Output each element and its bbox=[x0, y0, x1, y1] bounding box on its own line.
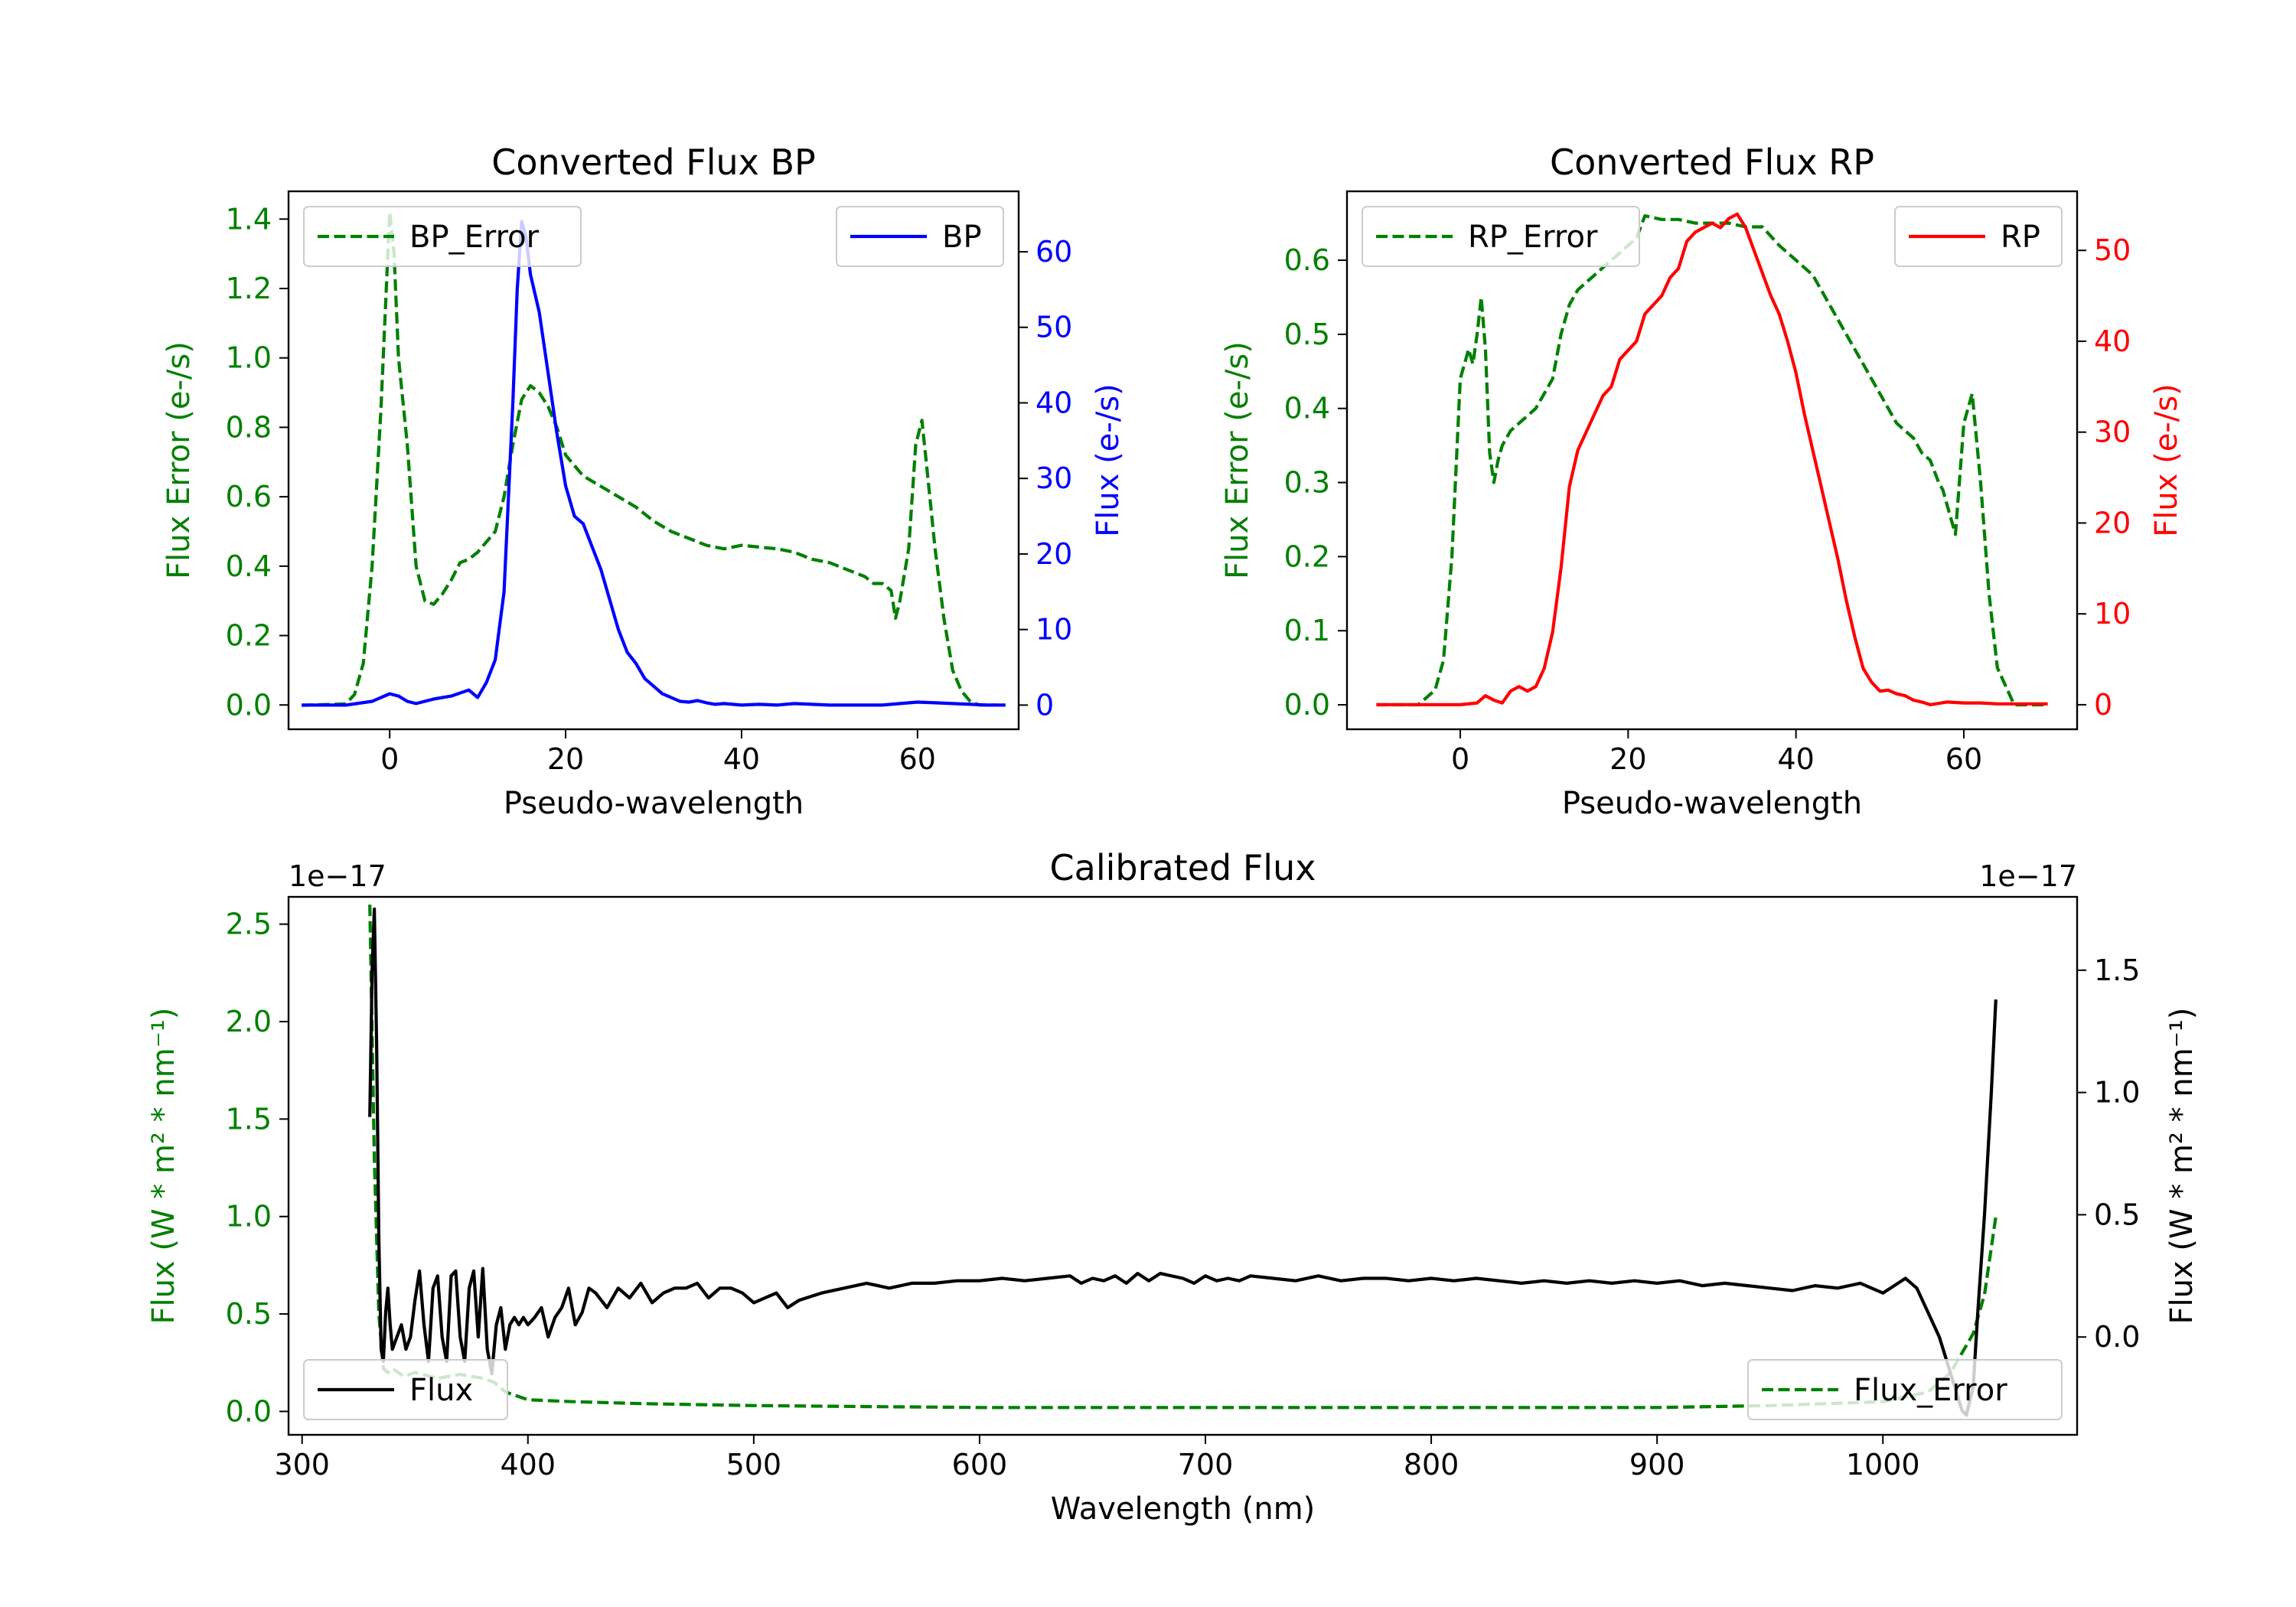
legend-box bbox=[1362, 206, 1640, 267]
y-left-tick-label: 0.0 bbox=[226, 1394, 272, 1428]
x-tick-label: 60 bbox=[1945, 742, 1982, 776]
legend-box bbox=[303, 206, 582, 267]
x-tick-label: 800 bbox=[1404, 1448, 1459, 1482]
legend-flux-error: Flux_Error bbox=[1747, 1359, 2063, 1420]
axes-frame bbox=[287, 895, 2079, 1436]
x-tick-label: 60 bbox=[899, 742, 936, 776]
y-left-offset: 1e−17 bbox=[289, 859, 386, 893]
y-right-tick-label: 40 bbox=[2094, 324, 2131, 358]
x-tick-label: 0 bbox=[1451, 742, 1469, 776]
y-left-tick-label: 1.2 bbox=[226, 272, 272, 305]
y-right-axis-label: Flux (W * m² * nm⁻¹) bbox=[2164, 1008, 2200, 1325]
x-tick-label: 1000 bbox=[1846, 1448, 1920, 1482]
legend-label: BP_Error bbox=[409, 220, 540, 255]
chart-bp: 0 20 40 60 0.0 0.2 0.4 0.6 0.8 1.0 1.2 1.4 0 10 20 30 40… bbox=[161, 142, 1126, 821]
legend-label: RP_Error bbox=[1468, 220, 1598, 255]
y-right-tick-label: 1.5 bbox=[2094, 953, 2140, 987]
series-line-flux-error bbox=[368, 905, 1998, 1410]
y-left-axis-label: Flux (W * m² * nm⁻¹) bbox=[146, 1008, 181, 1325]
legend-label: Flux bbox=[409, 1373, 473, 1408]
legend-rp: RP bbox=[1894, 206, 2063, 267]
x-tick-label: 700 bbox=[1178, 1448, 1234, 1482]
y-left-tick-label: 0.2 bbox=[226, 619, 272, 653]
y-right-axis-label: Flux (e-/s) bbox=[1091, 383, 1126, 536]
y-right-tick-label: 10 bbox=[1035, 613, 1072, 647]
y-right-tick-label: 20 bbox=[1035, 537, 1072, 571]
y-left-tick-label: 0.6 bbox=[1284, 243, 1330, 277]
y-left-tick-label: 2.5 bbox=[226, 908, 272, 941]
x-tick-label: 40 bbox=[723, 742, 760, 776]
x-tick-label: 20 bbox=[1609, 742, 1646, 776]
y-right-tick-label: 0.0 bbox=[2094, 1320, 2140, 1354]
legend-label: Flux_Error bbox=[1854, 1373, 2007, 1408]
x-axis-label: Pseudo-wavelength bbox=[1562, 786, 1862, 821]
series-line-flux bbox=[368, 907, 1998, 1417]
y-right-tick-label: 1.0 bbox=[2094, 1076, 2140, 1110]
y-left-tick-label: 0.1 bbox=[1284, 614, 1330, 647]
legend-label: RP bbox=[2001, 220, 2040, 255]
x-tick-label: 400 bbox=[501, 1448, 556, 1482]
x-axis-label: Wavelength (nm) bbox=[1051, 1491, 1316, 1527]
y-left-tick-label: 2.0 bbox=[226, 1005, 272, 1038]
x-tick-label: 0 bbox=[380, 742, 399, 776]
y-left-tick-label: 0.3 bbox=[1284, 466, 1330, 500]
x-tick-label: 300 bbox=[274, 1448, 330, 1482]
y-left-tick-label: 1.4 bbox=[226, 202, 272, 236]
legend-label: BP bbox=[942, 220, 982, 255]
series-line-rp bbox=[1376, 212, 2048, 706]
y-left-axis-label: Flux Error (e-/s) bbox=[1220, 341, 1255, 579]
axes-frame bbox=[1345, 190, 2079, 731]
x-tick-label: 600 bbox=[952, 1448, 1008, 1482]
y-left-axis-label: Flux Error (e-/s) bbox=[161, 341, 197, 579]
legend-flux: Flux bbox=[303, 1359, 508, 1420]
y-left-tick-label: 1.0 bbox=[226, 1200, 272, 1234]
chart-title: Calibrated Flux bbox=[1050, 847, 1316, 888]
chart-rp: 0 20 40 60 0.0 0.1 0.2 0.3 0.4 0.5 0.6 0 10 20 30 40 50 C… bbox=[1220, 142, 2184, 821]
y-left-tick-label: 0.6 bbox=[226, 480, 272, 513]
y-left-tick-label: 0.0 bbox=[1284, 688, 1330, 722]
y-right-tick-label: 60 bbox=[1035, 235, 1072, 269]
chart-title: Converted Flux RP bbox=[1550, 142, 1874, 183]
y-right-tick-label: 30 bbox=[2094, 416, 2131, 449]
y-left-tick-label: 0.8 bbox=[226, 410, 272, 444]
x-tick-label: 40 bbox=[1777, 742, 1814, 776]
y-right-tick-label: 20 bbox=[2094, 506, 2131, 539]
y-left-tick-label: 0.2 bbox=[1284, 539, 1330, 573]
chart-calibrated: 300 400 500 600 700 800 900 1000 0.0 0.5 1.0 1.5 2.0… bbox=[146, 847, 2200, 1527]
legend-bp: BP bbox=[836, 206, 1004, 267]
axes-frame bbox=[287, 190, 1020, 731]
series-line-bp-error bbox=[302, 210, 997, 707]
y-right-tick-label: 0.5 bbox=[2094, 1198, 2140, 1231]
y-left-tick-label: 0.0 bbox=[226, 688, 272, 722]
x-axis-label: Pseudo-wavelength bbox=[504, 786, 804, 821]
x-tick-label: 500 bbox=[726, 1448, 782, 1482]
legend-rp-error: RP_Error bbox=[1362, 206, 1640, 267]
y-left-tick-label: 1.5 bbox=[226, 1102, 272, 1136]
y-right-tick-label: 0 bbox=[1035, 688, 1054, 722]
y-right-offset: 1e−17 bbox=[1979, 859, 2077, 893]
y-right-tick-label: 50 bbox=[2094, 233, 2131, 267]
y-left-tick-label: 0.5 bbox=[1284, 318, 1330, 351]
y-right-tick-label: 10 bbox=[2094, 597, 2131, 631]
y-right-tick-label: 40 bbox=[1035, 386, 1072, 419]
legend-box bbox=[1747, 1359, 2063, 1420]
y-right-axis-label: Flux (e-/s) bbox=[2149, 383, 2184, 536]
y-right-tick-label: 50 bbox=[1035, 311, 1072, 344]
x-tick-label: 900 bbox=[1629, 1448, 1685, 1482]
y-left-tick-label: 1.0 bbox=[226, 341, 272, 375]
legend-box bbox=[303, 1359, 508, 1420]
y-left-tick-label: 0.4 bbox=[1284, 392, 1330, 425]
x-tick-label: 20 bbox=[547, 742, 584, 776]
series-line-bp bbox=[302, 220, 1006, 707]
chart-title: Converted Flux BP bbox=[491, 142, 816, 183]
y-right-tick-label: 30 bbox=[1035, 461, 1072, 495]
legend-bp-error: BP_Error bbox=[303, 206, 582, 267]
y-left-tick-label: 0.5 bbox=[226, 1297, 272, 1331]
series-line-rp-error bbox=[1376, 214, 2048, 707]
y-right-tick-label: 0 bbox=[2094, 688, 2112, 722]
y-left-tick-label: 0.4 bbox=[226, 549, 272, 583]
